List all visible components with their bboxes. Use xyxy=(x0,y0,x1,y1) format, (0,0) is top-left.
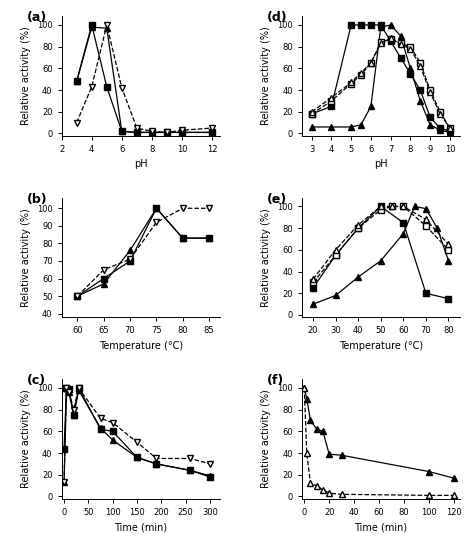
Text: (a): (a) xyxy=(27,11,47,24)
Text: (f): (f) xyxy=(267,375,284,388)
Y-axis label: Relative activity (%): Relative activity (%) xyxy=(262,27,272,125)
Text: (e): (e) xyxy=(267,193,287,206)
Y-axis label: Relative activity (%): Relative activity (%) xyxy=(21,390,31,488)
X-axis label: Time (min): Time (min) xyxy=(354,522,407,532)
Y-axis label: Relative activity (%): Relative activity (%) xyxy=(21,27,31,125)
Y-axis label: Relative activity (%): Relative activity (%) xyxy=(262,390,272,488)
X-axis label: Temperature (°C): Temperature (°C) xyxy=(339,341,423,351)
Text: (d): (d) xyxy=(267,11,288,24)
Y-axis label: Relative activity (%): Relative activity (%) xyxy=(262,208,272,307)
Text: (b): (b) xyxy=(27,193,47,206)
Y-axis label: Relative activity (%): Relative activity (%) xyxy=(21,208,31,307)
X-axis label: Time (min): Time (min) xyxy=(114,522,167,532)
X-axis label: pH: pH xyxy=(374,159,388,169)
X-axis label: pH: pH xyxy=(134,159,147,169)
X-axis label: Temperature (°C): Temperature (°C) xyxy=(99,341,182,351)
Text: (c): (c) xyxy=(27,375,46,388)
